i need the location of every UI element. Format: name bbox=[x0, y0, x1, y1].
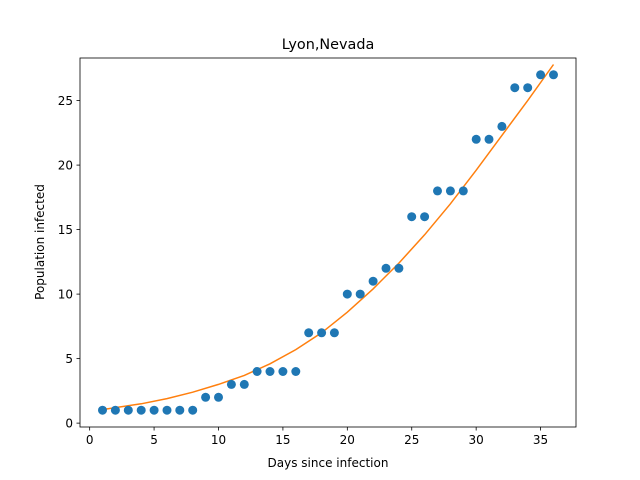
scatter-point bbox=[342, 289, 352, 299]
ticks: 0 5 10 15 20 25 30 35 0 5 10 15 20 25 bbox=[58, 94, 548, 447]
scatter-point bbox=[368, 276, 378, 286]
x-tick-label: 20 bbox=[340, 433, 355, 447]
scatter-point bbox=[214, 392, 223, 402]
scatter-point bbox=[445, 186, 455, 196]
scatter-point bbox=[381, 263, 391, 273]
scatter-points-layer bbox=[98, 70, 558, 415]
x-tick-label: 35 bbox=[533, 433, 548, 447]
scatter-point bbox=[188, 405, 198, 415]
y-tick-label: 25 bbox=[58, 94, 73, 108]
scatter-point bbox=[523, 83, 533, 93]
scatter-point bbox=[317, 328, 327, 338]
scatter-point bbox=[549, 70, 558, 80]
scatter-point bbox=[162, 405, 172, 415]
x-tick-label: 5 bbox=[150, 433, 158, 447]
scatter-point bbox=[291, 367, 301, 376]
scatter-point bbox=[304, 328, 314, 338]
scatter-point bbox=[98, 405, 107, 415]
fit-curve bbox=[102, 64, 555, 411]
scatter-point bbox=[239, 379, 249, 389]
scatter-point bbox=[175, 405, 185, 415]
scatter-point bbox=[458, 186, 468, 196]
scatter-point bbox=[471, 134, 481, 144]
scatter-point bbox=[433, 186, 442, 196]
scatter-point bbox=[420, 212, 430, 222]
y-tick-label: 20 bbox=[58, 159, 73, 173]
scatter-point bbox=[110, 405, 120, 415]
x-axis-label: Days since infection bbox=[268, 456, 389, 470]
y-tick-label: 10 bbox=[58, 288, 73, 302]
scatter-point bbox=[123, 405, 133, 415]
x-tick-label: 30 bbox=[469, 433, 484, 447]
x-tick-label: 0 bbox=[86, 433, 94, 447]
y-axis-label: Population infected bbox=[33, 184, 47, 300]
scatter-point bbox=[278, 367, 288, 376]
scatter-point bbox=[510, 83, 520, 93]
scatter-point bbox=[252, 367, 262, 376]
scatter-point bbox=[201, 392, 211, 402]
y-tick-label: 5 bbox=[65, 352, 73, 366]
x-tick-label: 10 bbox=[211, 433, 226, 447]
x-tick-label: 15 bbox=[275, 433, 290, 447]
scatter-point bbox=[407, 212, 417, 222]
scatter-point bbox=[136, 405, 146, 415]
scatter-point bbox=[536, 70, 546, 80]
x-tick-label: 25 bbox=[404, 433, 419, 447]
y-tick-label: 15 bbox=[58, 223, 73, 237]
chart-title: Lyon,Nevada bbox=[282, 37, 375, 53]
plot-frame bbox=[79, 57, 577, 428]
scatter-point bbox=[226, 379, 236, 389]
scatter-point bbox=[355, 289, 365, 299]
scatter-point bbox=[149, 405, 159, 415]
scatter-point bbox=[329, 328, 339, 338]
scatter-point bbox=[497, 121, 507, 131]
scatter-point bbox=[394, 263, 404, 273]
axes bbox=[79, 57, 577, 428]
y-tick-label: 0 bbox=[65, 417, 73, 431]
scatter-point bbox=[265, 367, 275, 376]
scatter-point bbox=[484, 134, 494, 144]
fit-curve-layer bbox=[102, 64, 555, 411]
